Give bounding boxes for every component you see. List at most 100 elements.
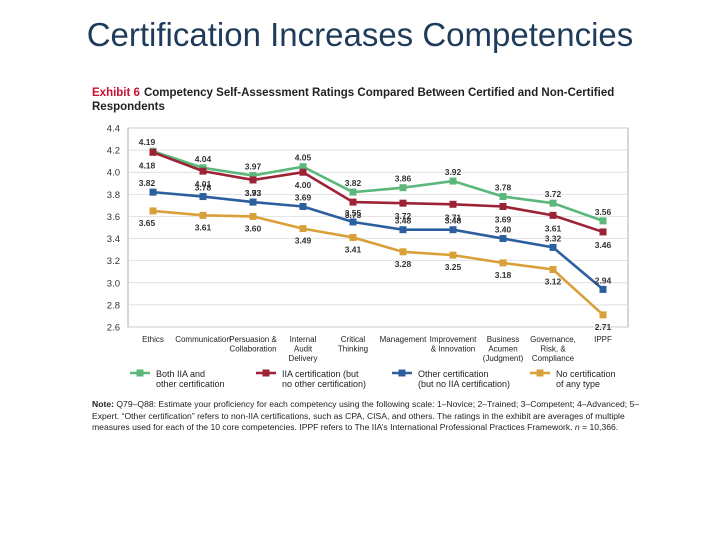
data-label: 3.72	[545, 189, 562, 199]
note-lead: Note:	[92, 399, 114, 409]
x-category-label: Acumen	[488, 345, 517, 354]
y-tick-label: 3.0	[107, 278, 120, 289]
data-point	[499, 202, 507, 210]
data-point	[599, 285, 607, 293]
x-category-label: Management	[380, 335, 427, 344]
legend-swatch-marker	[262, 369, 270, 377]
y-tick-label: 4.4	[107, 124, 120, 135]
data-label: 3.72	[395, 211, 412, 221]
x-category-label: Internal	[290, 335, 317, 344]
series-line	[152, 149, 604, 223]
x-category-label: Delivery	[289, 354, 318, 363]
x-category-label: Improvement	[430, 335, 477, 344]
data-point	[499, 235, 507, 243]
data-label: 4.01	[195, 179, 212, 189]
data-point	[349, 188, 357, 196]
x-category-label: Communication	[175, 335, 231, 344]
x-category-label: Business	[487, 335, 519, 344]
data-label: 3.78	[495, 183, 512, 193]
data-label: 3.73	[345, 210, 362, 220]
legend-label: no other certification)	[282, 379, 366, 389]
y-tick-label: 3.2	[107, 256, 120, 267]
data-point	[199, 193, 207, 201]
legend-swatch-marker	[398, 369, 406, 377]
data-label: 3.49	[295, 236, 312, 246]
x-category-label: & Innovation	[431, 345, 475, 354]
data-point	[449, 251, 457, 259]
data-point	[349, 233, 357, 241]
data-label: 3.48	[445, 216, 462, 226]
x-category-label: Thinking	[338, 345, 368, 354]
data-label: 3.40	[495, 225, 512, 235]
data-label: 3.69	[495, 214, 512, 224]
legend-swatch-marker	[136, 369, 144, 377]
data-point	[499, 193, 507, 201]
x-category-label: Risk, &	[540, 345, 566, 354]
data-point	[449, 200, 457, 208]
data-label: 3.46	[595, 240, 612, 250]
data-label: 3.41	[345, 244, 362, 254]
x-category-label: Ethics	[142, 335, 164, 344]
exhibit-title-text: Competency Self-Assessment Ratings Compa…	[92, 87, 615, 113]
data-label: 3.71	[445, 212, 462, 222]
data-point	[299, 225, 307, 233]
data-point	[449, 177, 457, 185]
data-label: 3.78	[195, 183, 212, 193]
legend-label: of any type	[556, 379, 600, 389]
data-point	[599, 311, 607, 319]
data-label: 3.28	[395, 259, 412, 269]
data-point	[349, 198, 357, 206]
data-label: 3.48	[395, 216, 412, 226]
data-point	[549, 199, 557, 207]
note-n-label: n	[574, 422, 580, 432]
series-line	[152, 190, 604, 291]
data-label: 3.12	[545, 277, 562, 287]
data-point	[399, 248, 407, 256]
data-point	[549, 211, 557, 219]
data-point	[299, 202, 307, 210]
data-point	[299, 168, 307, 176]
data-label: 3.60	[245, 223, 262, 233]
data-label: 4.00	[295, 180, 312, 190]
legend-label: (but no IIA certification)	[418, 379, 510, 389]
data-label: 3.86	[395, 174, 412, 184]
data-label: 3.18	[495, 270, 512, 280]
data-point	[299, 163, 307, 171]
data-point	[499, 259, 507, 267]
y-tick-label: 2.8	[107, 300, 120, 311]
data-label: 3.32	[545, 233, 562, 243]
exhibit-number: Exhibit 6	[92, 87, 140, 99]
data-label: 4.04	[195, 154, 212, 164]
data-label: 3.92	[445, 167, 462, 177]
legend-label: Both IIA and	[156, 369, 205, 379]
line-chart: 2.6 2.8 3.0 3.2 3.4 3.6 3.8 4.0 4.2 4.4 Ethics Comm…	[107, 124, 629, 389]
data-point	[399, 199, 407, 207]
data-label: 3.61	[545, 223, 562, 233]
data-label: 4.18	[139, 160, 156, 170]
y-tick-label: 3.4	[107, 234, 120, 245]
data-point	[599, 217, 607, 225]
data-label: 2.71	[595, 322, 612, 332]
data-point	[199, 211, 207, 219]
data-point	[199, 167, 207, 175]
y-tick-label: 4.0	[107, 168, 120, 179]
x-category-label: Compliance	[532, 354, 575, 363]
data-point	[599, 228, 607, 236]
series-line	[152, 151, 604, 234]
x-category-label: Critical	[341, 335, 366, 344]
data-label: 3.65	[139, 218, 156, 228]
legend-label: other certification	[156, 379, 225, 389]
note-text: Q79–Q88: Estimate your proficiency for e…	[92, 399, 640, 432]
data-point	[349, 218, 357, 226]
legend-swatch-marker	[536, 369, 544, 377]
note-n-value: = 10,366.	[579, 422, 619, 432]
data-label: 4.05	[295, 153, 312, 163]
data-label: 3.56	[595, 207, 612, 217]
legend-label: IIA certification (but	[282, 369, 359, 379]
data-label: 4.19	[139, 137, 156, 147]
x-category-label: Governance,	[530, 335, 576, 344]
data-point	[149, 188, 157, 196]
data-point	[449, 226, 457, 234]
x-category-label: (Judgment)	[483, 354, 524, 363]
data-label: 3.55	[345, 208, 362, 218]
